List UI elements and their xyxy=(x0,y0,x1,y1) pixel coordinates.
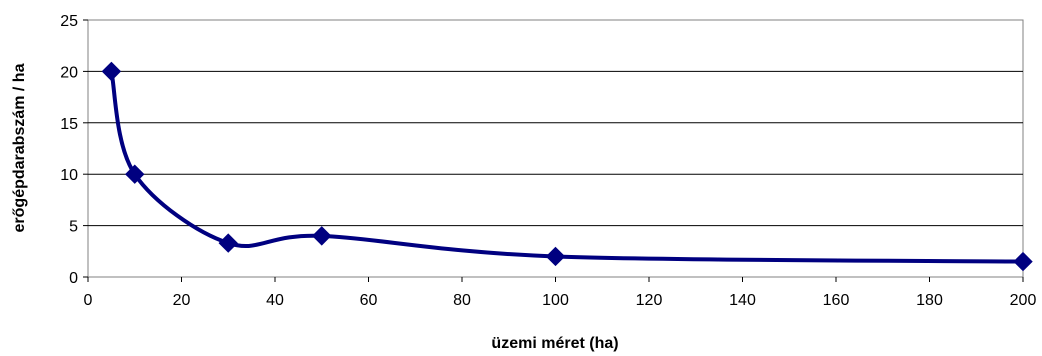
x-tick-labels: 0 20 40 60 80 100 120 140 160 180 200 xyxy=(84,277,1037,309)
y-tick-label: 5 xyxy=(69,219,78,236)
x-tick-label: 60 xyxy=(360,292,378,309)
y-tick-label: 20 xyxy=(60,64,78,81)
x-tick-label: 180 xyxy=(916,292,943,309)
y-tick-label: 0 xyxy=(69,270,78,287)
x-tick-label: 20 xyxy=(173,292,191,309)
x-tick-label: 160 xyxy=(823,292,850,309)
x-tick-label: 200 xyxy=(1010,292,1037,309)
x-axis-label: üzemi méret (ha) xyxy=(491,335,618,352)
x-tick-label: 0 xyxy=(84,292,93,309)
data-point xyxy=(312,226,332,246)
data-point xyxy=(545,246,566,267)
plot-area xyxy=(87,19,1024,278)
x-tick-label: 100 xyxy=(542,292,569,309)
data-point xyxy=(1013,251,1033,272)
y-tick-label: 25 xyxy=(60,13,78,30)
x-tick-label: 40 xyxy=(266,292,284,309)
x-tick-label: 80 xyxy=(453,292,471,309)
data-point xyxy=(101,61,122,82)
y-tick-label: 10 xyxy=(60,167,78,184)
data-point xyxy=(125,164,145,184)
data-point xyxy=(218,233,238,253)
y-tick-label: 15 xyxy=(60,116,78,133)
y-tick-labels: 0 5 10 15 20 25 xyxy=(60,13,88,287)
gridlines xyxy=(88,70,1023,227)
series-group xyxy=(101,61,1033,272)
x-tick-label: 120 xyxy=(636,292,663,309)
y-axis-label: erőgépdarabszám / ha xyxy=(11,63,28,232)
x-tick-label: 140 xyxy=(729,292,756,309)
